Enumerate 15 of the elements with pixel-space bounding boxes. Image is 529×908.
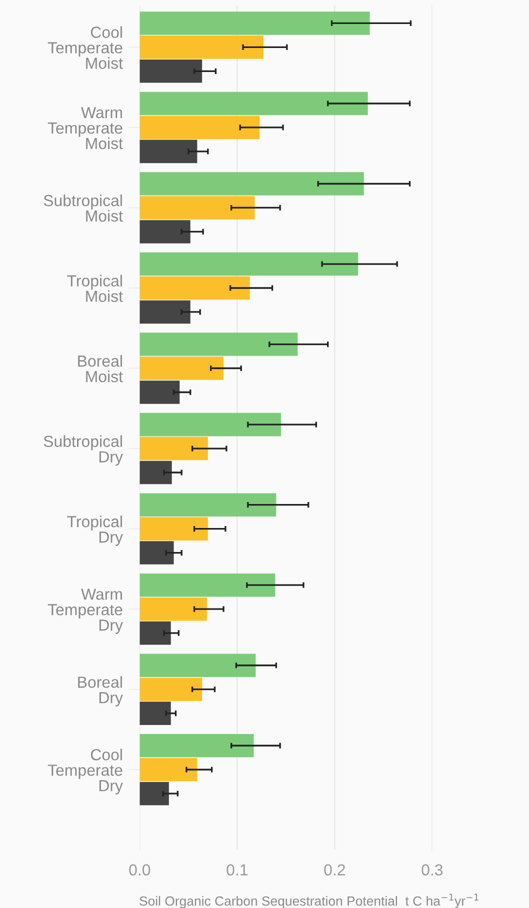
- y-tick-label: Cool Temperate Moist: [48, 26, 123, 69]
- x-axis-title: Soil Organic Carbon Sequestration Potential t C ha$^{−1}$yr$^{−1}$: [140, 894, 478, 908]
- y-tick-label: Tropical Dry: [67, 516, 123, 546]
- y-tick-label: Subtropical Dry: [44, 435, 123, 466]
- x-tick-label: 0.0: [129, 864, 150, 876]
- y-tick-label: Cool Temperate Dry: [48, 748, 123, 794]
- y-tick-label: Boreal Dry: [78, 676, 123, 706]
- y-tick-label: Boreal Moist: [78, 355, 123, 382]
- y-tick-label: Warm Temperate Moist: [48, 107, 123, 150]
- x-tick-label: 0.3: [422, 864, 443, 876]
- x-tick-label: 0.1: [226, 864, 248, 876]
- y-tick-label: Tropical Moist: [67, 274, 123, 302]
- y-tick-label: Warm Temperate Dry: [48, 588, 123, 634]
- y-tick-label: Subtropical Moist: [44, 194, 123, 222]
- x-tick-label: 0.2: [324, 864, 345, 876]
